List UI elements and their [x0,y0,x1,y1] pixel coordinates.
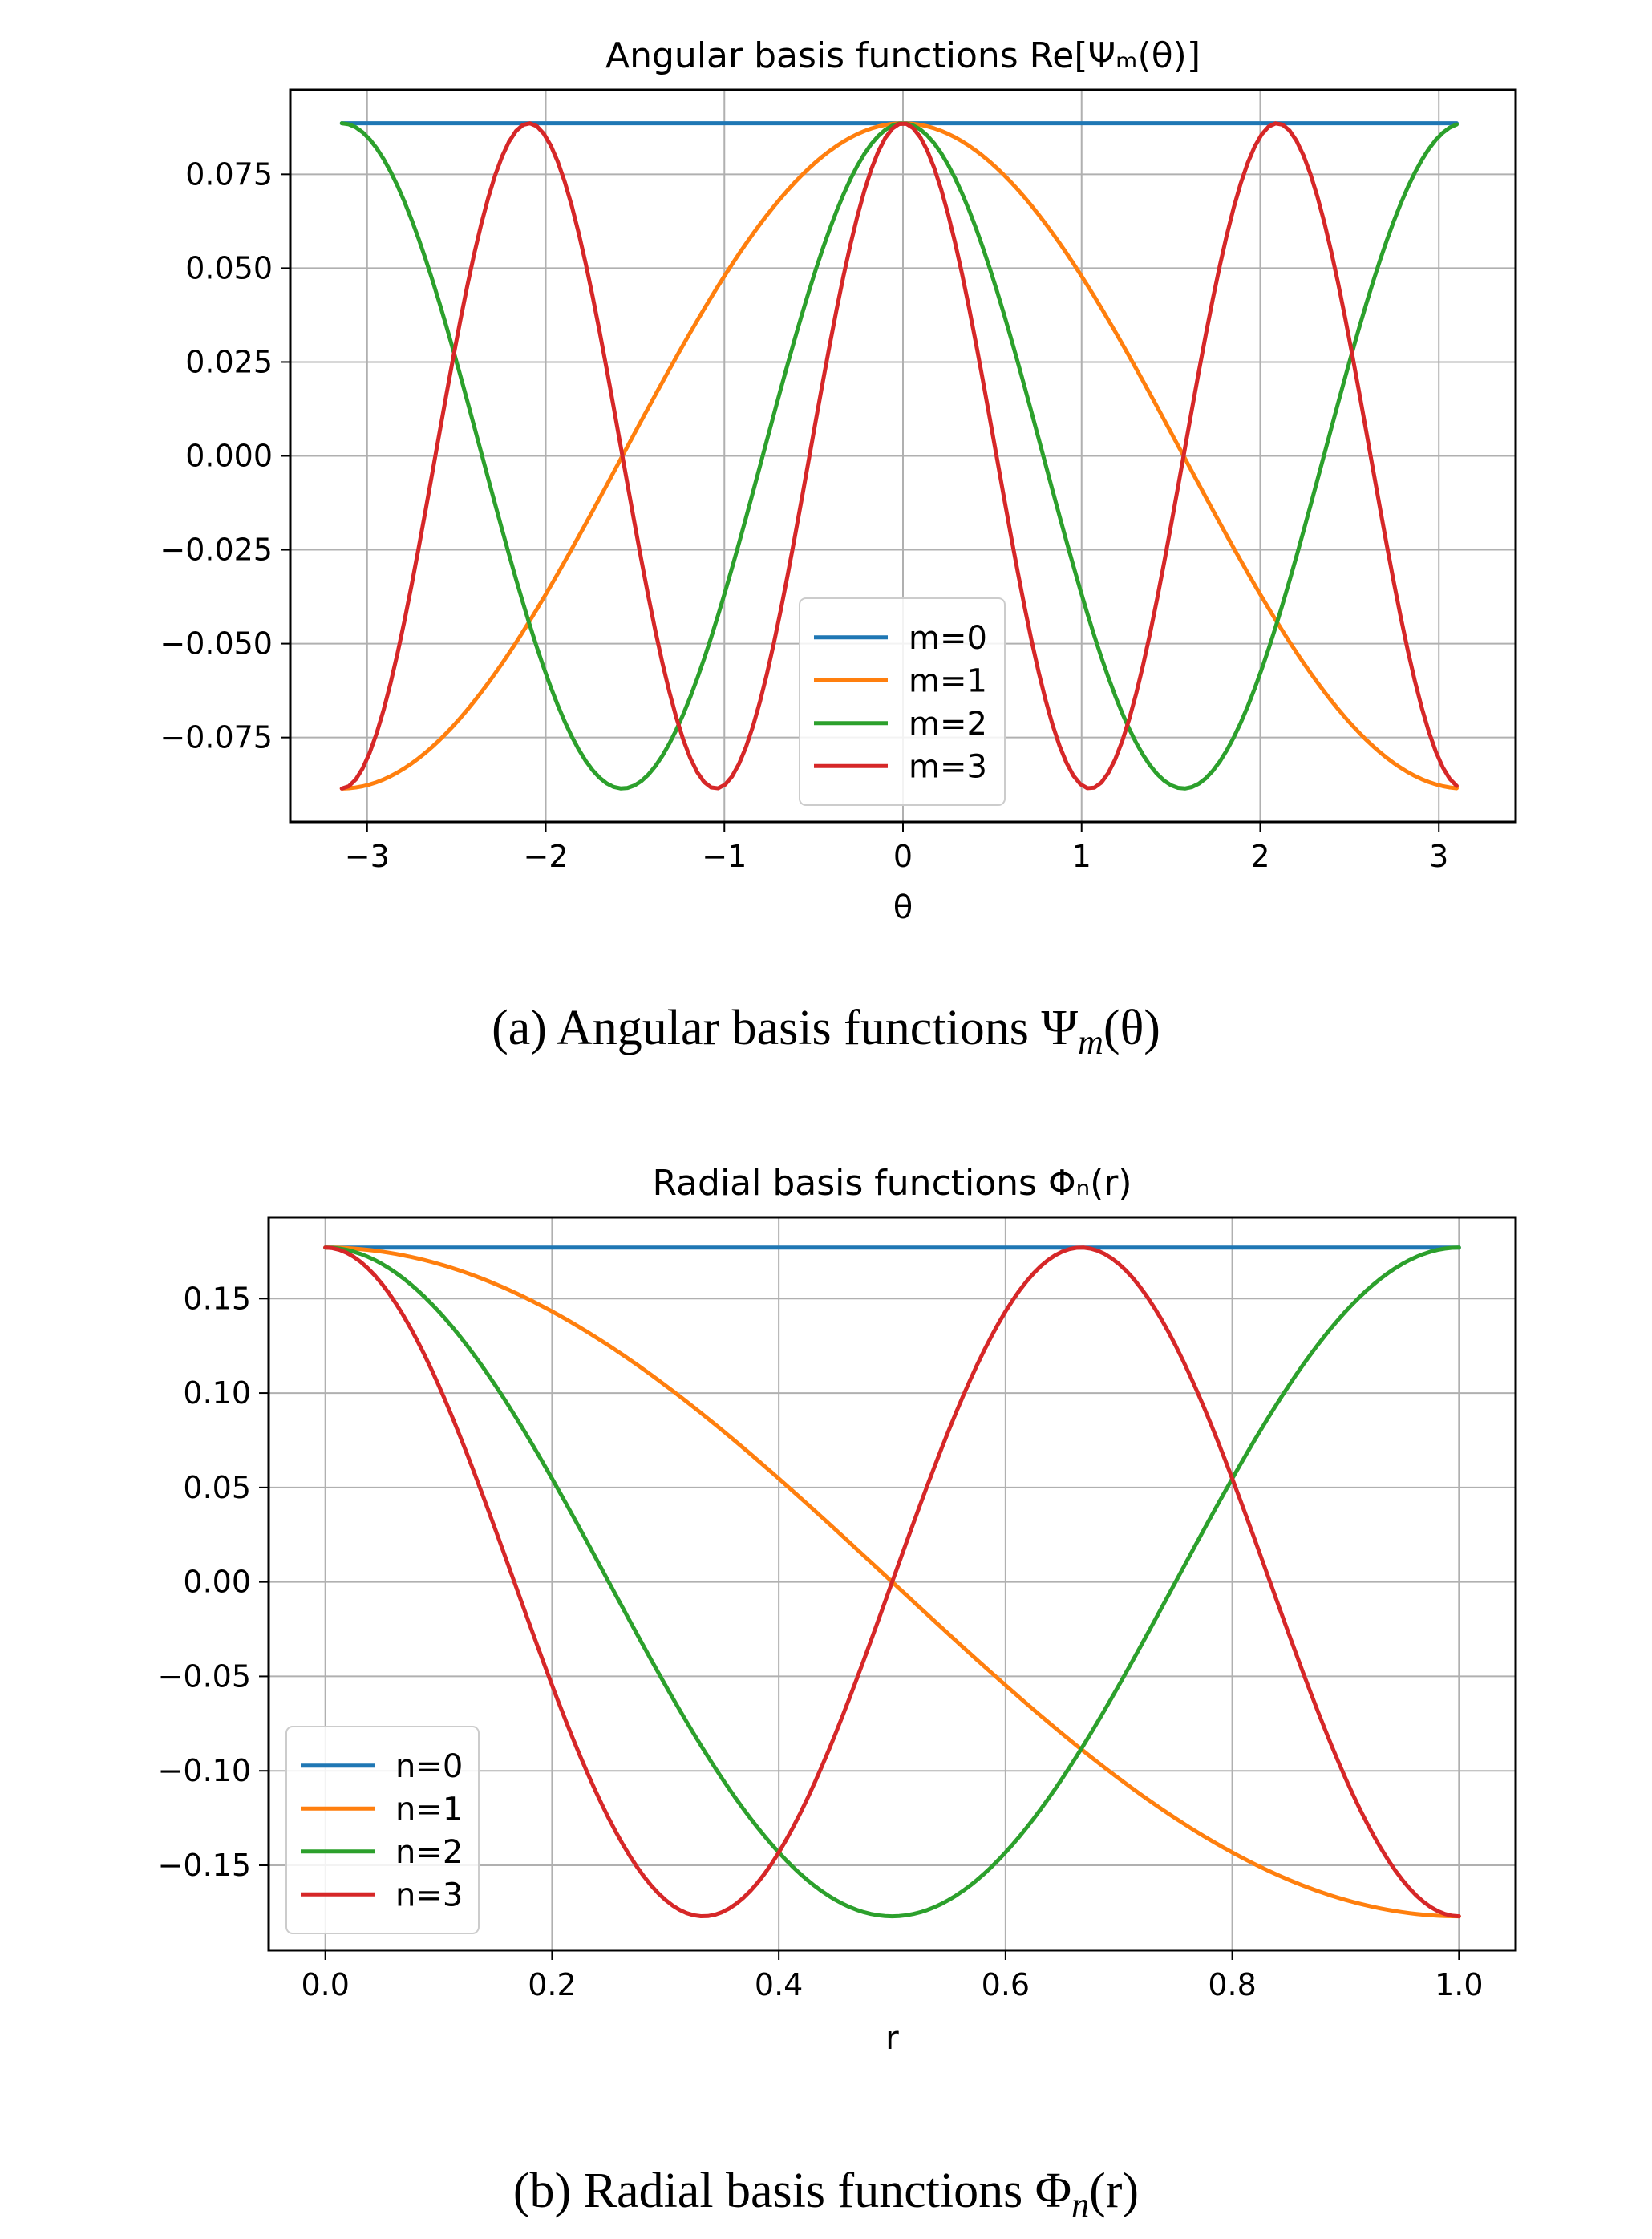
y-tick-label: −0.025 [160,532,273,568]
y-tick-label: 0.00 [183,1565,251,1600]
series-line-n3 [323,1245,1461,1919]
chart-title: Radial basis functions Φₙ(r) [652,1163,1132,1204]
x-tick-label: 1.0 [1435,1967,1483,2002]
y-tick-label: −0.10 [158,1753,251,1788]
x-tick-label: 3 [1429,839,1448,874]
y-tick-label: 0.050 [185,250,273,285]
y-tick-label: −0.050 [160,626,273,662]
caption-b: (b) Radial basis functions Φn(r) [513,2164,1139,2225]
y-tick-label: 0.15 [183,1281,251,1316]
y-tick-label: 0.10 [183,1375,251,1411]
x-tick-label: −2 [524,839,569,874]
x-tick-label: 0.6 [982,1967,1030,2002]
y-tick-label: 0.075 [185,156,273,192]
legend-label: m=2 [909,706,987,743]
radial-chart: Radial basis functions Φₙ(r) 0.0 0.2 0.4 0.6… [158,1163,1517,2057]
legend-label: n=0 [395,1748,463,1785]
plot-frame [267,1216,1517,1952]
caption-a-subscript: m [1078,1022,1103,1062]
caption-b-argument: (r) [1089,2164,1139,2218]
x-tick-label: −3 [345,839,390,874]
legend-box [285,1726,480,1934]
legend-label: m=0 [909,620,987,657]
legend-box [799,597,1006,806]
y-tick-label: −0.075 [160,720,273,755]
y-tick-label: −0.05 [158,1658,251,1694]
caption-a: (a) Angular basis functions Ψm(θ) [492,1001,1160,1062]
x-tick-label: −1 [702,839,747,874]
y-tick-label: −0.15 [158,1848,251,1883]
x-tick-label: 0.2 [528,1967,576,2002]
legend-label: m=3 [909,748,987,785]
series-line-n2 [323,1245,1461,1919]
x-tick-label: 0.0 [301,1967,349,2002]
series-line-m3 [339,121,1459,791]
plot-frame [289,88,1517,824]
x-tick-label: 2 [1250,839,1269,874]
legend-label: n=1 [395,1791,463,1828]
legend-label: n=3 [395,1877,463,1913]
legend: n=0 n=1 n=2 n=3 [285,1726,480,1934]
legend-label: n=2 [395,1834,463,1871]
x-tick-label: 0.4 [755,1967,803,2002]
caption-a-text: (a) Angular basis functions [492,1001,1041,1055]
legend-label: m=1 [909,662,987,699]
angular-chart: Angular basis functions Re[Ψₘ(θ)] −3 −2 −1 0… [160,35,1517,926]
x-tick-label: 0 [893,839,913,874]
caption-b-text: (b) Radial basis functions [513,2164,1035,2218]
caption-b-symbol: Φ [1035,2164,1071,2218]
caption-a-argument: (θ) [1103,1001,1160,1055]
legend: m=0 m=1 m=2 m=3 [799,597,1006,806]
y-tick-label: 0.05 [183,1470,251,1505]
chart-title: Angular basis functions Re[Ψₘ(θ)] [605,35,1201,76]
x-axis-label: θ [893,889,913,926]
caption-b-subscript: n [1071,2185,1089,2225]
y-tick-label: 0.000 [185,439,273,474]
caption-a-symbol: Ψ [1041,1001,1078,1055]
y-tick-label: 0.025 [185,344,273,379]
x-axis-label: r [885,2020,899,2057]
x-tick-label: 0.8 [1208,1967,1256,2002]
x-tick-label: 1 [1072,839,1091,874]
